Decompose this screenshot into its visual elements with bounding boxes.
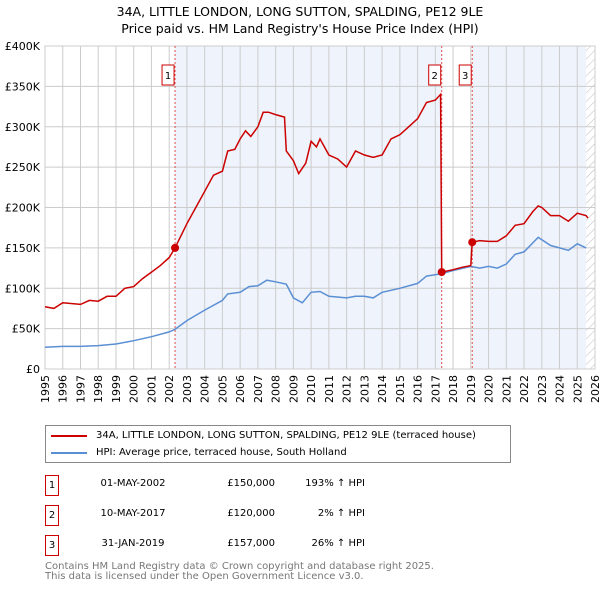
x-tick-label: 2011 [323, 375, 336, 403]
x-tick-label: 2012 [341, 375, 354, 403]
sale-price: £157,000 [227, 538, 275, 549]
sale-marker-number: 2 [432, 71, 438, 82]
y-tick-label: £150K [5, 242, 41, 255]
sale-row: 2 10-MAY-2017 £120,000 2% ↑ HPI [45, 505, 545, 527]
y-tick-label: £300K [5, 121, 41, 134]
x-tick-label: 2000 [128, 375, 141, 403]
sale-marker-box [458, 64, 472, 86]
sale-marker-box [161, 64, 175, 86]
x-tick-label: 2025 [571, 375, 584, 403]
x-tick-label: 2003 [181, 375, 194, 403]
legend-item-property: 34A, LITTLE LONDON, LONG SUTTON, SPALDIN… [51, 430, 476, 441]
x-tick-label: 2013 [358, 375, 371, 403]
plot-area: 1995 1996 1997 1998 1999 2000 2001 2002 2003 2004… [5, 40, 600, 403]
sale-point [171, 243, 180, 252]
plot-border [44, 45, 596, 370]
legend-label-hpi: HPI: Average price, terraced house, Sout… [96, 447, 347, 458]
x-tick-label: 2023 [536, 375, 549, 403]
y-tick-label: £100K [5, 282, 41, 295]
licence-notice: This data is licensed under the Open Gov… [45, 571, 364, 582]
sale-row: 1 01-MAY-2002 £150,000 193% ↑ HPI [45, 475, 545, 497]
y-tick-label: £50K [12, 323, 41, 336]
copyright-notice: Contains HM Land Registry data © Crown c… [45, 561, 434, 572]
x-tick-label: 2022 [518, 375, 531, 403]
x-tick-label: 2026 [589, 375, 600, 403]
sale-point [468, 238, 477, 247]
x-tick-label: 2006 [234, 375, 247, 403]
x-tick-label: 1999 [110, 375, 123, 403]
legend-label-property: 34A, LITTLE LONDON, LONG SUTTON, SPALDIN… [96, 430, 476, 441]
x-tick-label: 2009 [287, 375, 300, 403]
sale-hpi-change: 26% ↑ HPI [311, 538, 365, 549]
sale-marker-label: 3 [45, 535, 59, 556]
chart-title: 34A, LITTLE LONDON, LONG SUTTON, SPALDIN… [116, 4, 484, 19]
x-tick-label: 2007 [252, 375, 265, 403]
red-line-swatch [51, 434, 87, 437]
sale-marker-label: 2 [45, 505, 59, 526]
y-tick-label: £350K [5, 80, 41, 93]
legend-item-hpi: HPI: Average price, terraced house, Sout… [51, 447, 347, 458]
x-tick-label: 1996 [57, 375, 70, 403]
x-tick-label: 2018 [447, 375, 460, 403]
blue-line-swatch [51, 451, 87, 454]
x-tick-label: 2021 [500, 375, 513, 403]
x-tick-label: 2019 [465, 375, 478, 403]
x-tick-label: 1997 [74, 375, 87, 403]
x-tick-label: 2010 [305, 375, 318, 403]
sale-hpi-change: 193% ↑ HPI [305, 478, 365, 489]
x-tick-label: 2014 [376, 375, 389, 403]
y-tick-label: £0 [26, 363, 40, 376]
x-tick-label: 2015 [394, 375, 407, 403]
sale-date: 31-JAN-2019 [101, 538, 165, 549]
series-line [44, 92, 589, 310]
sale-date: 10-MAY-2017 [100, 508, 166, 519]
x-tick-label: 2004 [199, 375, 212, 403]
x-tick-label: 2017 [429, 375, 442, 403]
chart-subtitle: Price paid vs. HM Land Registry's House … [121, 21, 479, 36]
x-tick-label: 1995 [39, 375, 52, 403]
x-tick-label: 1998 [92, 375, 105, 403]
sale-point [437, 268, 446, 277]
y-tick-label: £400K [5, 40, 41, 53]
sale-marker-label: 1 [45, 475, 59, 496]
sale-marker-number: 3 [462, 71, 468, 82]
x-tick-label: 2008 [270, 375, 283, 403]
sale-hpi-change: 2% ↑ HPI [317, 508, 365, 519]
sale-marker-box [428, 64, 442, 86]
y-tick-label: £250K [5, 161, 41, 174]
x-tick-label: 2020 [483, 375, 496, 403]
series-line [44, 236, 587, 348]
x-tick-label: 2001 [145, 375, 158, 403]
sale-price: £120,000 [227, 508, 275, 519]
x-tick-label: 2002 [163, 375, 176, 403]
sale-marker-number: 1 [165, 71, 171, 82]
x-tick-label: 2016 [412, 375, 425, 403]
sale-date: 01-MAY-2002 [100, 478, 166, 489]
y-tick-label: £200K [5, 202, 41, 215]
sale-row: 3 31-JAN-2019 £157,000 26% ↑ HPI [45, 535, 545, 557]
x-tick-label: 2024 [554, 375, 567, 403]
sale-price: £150,000 [227, 478, 275, 489]
legend: 34A, LITTLE LONDON, LONG SUTTON, SPALDIN… [45, 425, 511, 463]
x-tick-label: 2005 [216, 375, 229, 403]
